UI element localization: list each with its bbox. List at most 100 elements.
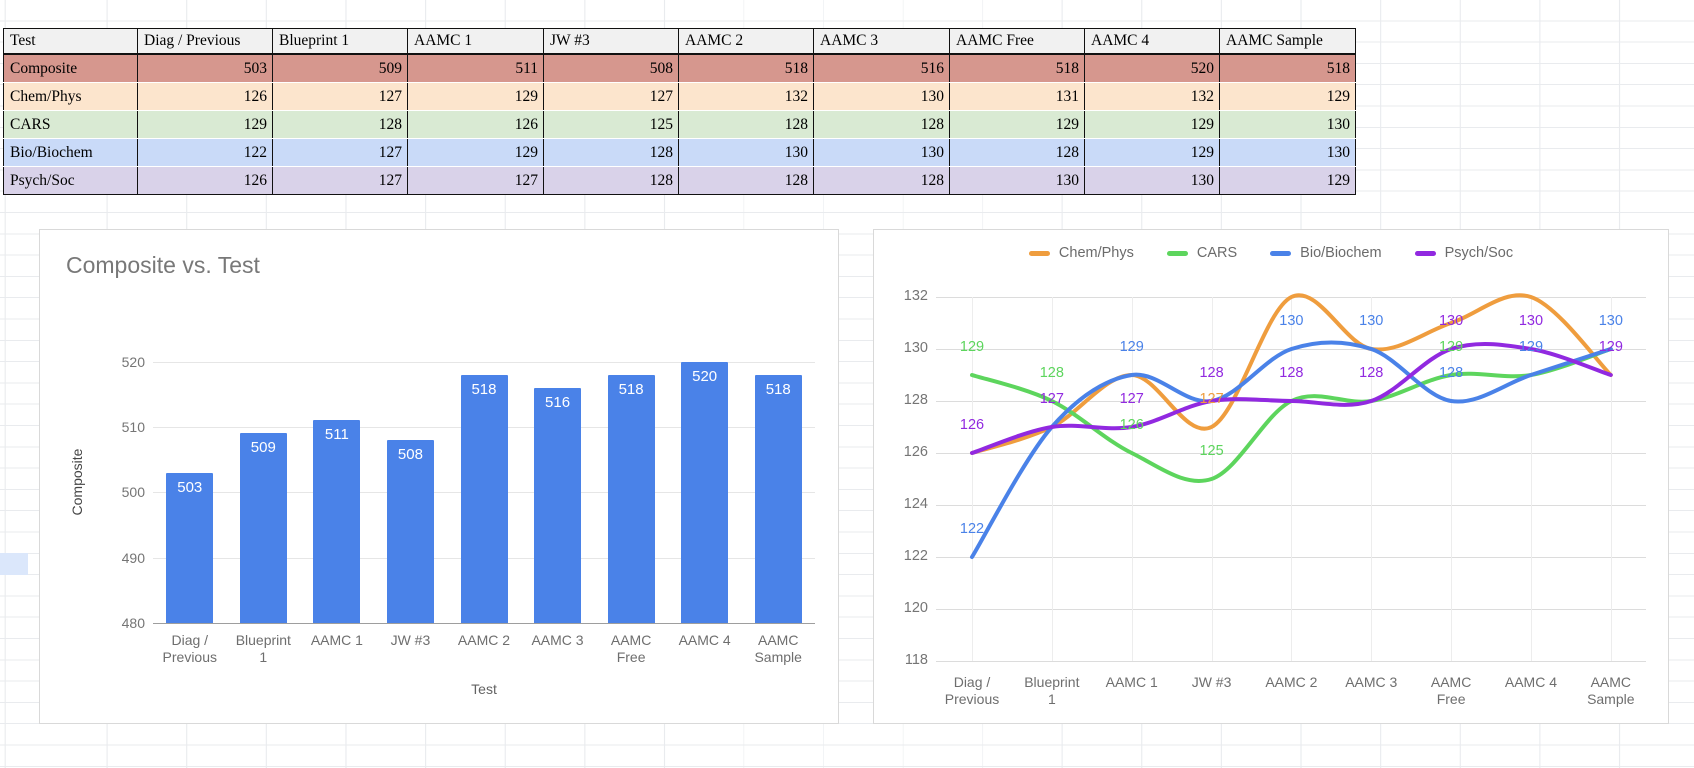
score-cell[interactable]: 518 (949, 54, 1085, 83)
score-cell[interactable]: 508 (543, 54, 679, 83)
point-value-label: 128 (1279, 365, 1304, 381)
score-cell[interactable]: 129 (407, 138, 544, 167)
point-value-label: 128 (1438, 365, 1464, 381)
point-value-label: 129 (1598, 339, 1623, 355)
table-row: CARS 129 128 126 125 128 128 129 129 130 (3, 110, 1356, 139)
bar-y-tick: 510 (121, 418, 145, 435)
score-cell[interactable]: 128 (543, 138, 679, 167)
line-category-gridline (1451, 297, 1453, 661)
score-cell[interactable]: 130 (1084, 166, 1220, 195)
score-cell[interactable]: 127 (272, 166, 408, 195)
score-cell[interactable]: 130 (813, 138, 950, 167)
line-x-category-label: JW #3 (1191, 674, 1232, 690)
score-cell[interactable]: 511 (407, 54, 544, 83)
column-header-aamc-2[interactable]: AAMC 2 (678, 28, 814, 55)
score-cell[interactable]: 128 (678, 166, 814, 195)
score-cell[interactable]: 126 (137, 82, 273, 111)
column-header-aamc-3[interactable]: AAMC 3 (813, 28, 950, 55)
point-value-label: 126 (1119, 417, 1144, 433)
score-cell[interactable]: 129 (1084, 110, 1220, 139)
score-cell[interactable]: 503 (137, 54, 273, 83)
column-header-aamc-sample[interactable]: AAMC Sample (1219, 28, 1356, 55)
legend-item-chem-phys: Chem/Phys (1028, 245, 1134, 261)
selected-cell-indicator[interactable] (0, 553, 28, 575)
row-label[interactable]: Composite (3, 54, 138, 83)
score-cell[interactable]: 520 (1084, 54, 1220, 83)
column-header-aamc-4[interactable]: AAMC 4 (1084, 28, 1220, 55)
column-header-test[interactable]: Test (3, 28, 138, 55)
score-cell[interactable]: 130 (678, 138, 814, 167)
score-cell[interactable]: 131 (949, 82, 1085, 111)
score-cell[interactable]: 129 (949, 110, 1085, 139)
line-x-category-label: Blueprint 1 (1024, 674, 1080, 707)
point-value-label: 130 (1359, 313, 1384, 329)
score-cell[interactable]: 509 (272, 54, 408, 83)
row-label[interactable]: CARS (3, 110, 138, 139)
bar-diag-previous (166, 472, 214, 623)
bar-x-category-label: AAMC 1 (310, 632, 363, 648)
table-row: Composite 503 509 511 508 518 516 518 520 518 (3, 54, 1356, 83)
bar-chart-card[interactable]: Composite vs. Test Composite Test 480 490… (39, 229, 839, 724)
bar-value-label: 511 (324, 426, 349, 444)
score-cell[interactable]: 130 (949, 166, 1085, 195)
line-category-gridline (1610, 297, 1612, 661)
line-chart-card[interactable]: Chem/Phys CARS Bio/Biochem Psych/Soc 118 120… (873, 229, 1669, 724)
bar-x-category-label: AAMC 3 (531, 632, 584, 648)
score-cell[interactable]: 129 (1084, 138, 1220, 167)
line-gridline (936, 609, 1646, 610)
point-value-label: 129 (1119, 339, 1144, 355)
bar-aamc-free (607, 374, 655, 623)
score-cell[interactable]: 516 (813, 54, 950, 83)
score-cell[interactable]: 128 (678, 110, 814, 139)
line-y-tick: 122 (903, 548, 928, 564)
line-y-tick: 118 (904, 652, 928, 668)
score-cell[interactable]: 126 (407, 110, 544, 139)
score-cell[interactable]: 127 (272, 82, 408, 111)
score-cell[interactable]: 130 (1219, 110, 1356, 139)
legend-label: CARS (1196, 245, 1238, 261)
score-cell[interactable]: 127 (272, 138, 408, 167)
point-value-label: 130 (1279, 313, 1304, 329)
bar-aamc-1 (313, 420, 361, 623)
score-cell[interactable]: 128 (813, 110, 950, 139)
row-label[interactable]: Psych/Soc (3, 166, 138, 195)
score-cell[interactable]: 125 (543, 110, 679, 139)
score-table[interactable]: Test Diag / Previous Blueprint 1 AAMC 1 JW #… (3, 28, 1356, 195)
score-cell[interactable]: 130 (813, 82, 950, 111)
score-cell[interactable]: 127 (407, 166, 544, 195)
score-cell[interactable]: 126 (137, 166, 273, 195)
bar-value-label: 508 (397, 446, 423, 464)
bar-x-category-label: AAMC 4 (678, 632, 731, 648)
score-cell[interactable]: 132 (1084, 82, 1220, 111)
legend-item-bio-biochem: Bio/Biochem (1270, 245, 1382, 261)
score-cell[interactable]: 122 (137, 138, 273, 167)
bar-y-tick: 520 (121, 353, 145, 370)
score-cell[interactable]: 129 (407, 82, 544, 111)
score-cell[interactable]: 130 (1219, 138, 1356, 167)
score-cell[interactable]: 128 (543, 166, 679, 195)
score-cell[interactable]: 129 (1219, 82, 1356, 111)
row-label[interactable]: Chem/Phys (3, 82, 138, 111)
score-cell[interactable]: 128 (272, 110, 408, 139)
table-row: Psych/Soc 126 127 127 128 128 128 130 130 129 (3, 166, 1356, 195)
point-value-label: 129 (1518, 339, 1544, 355)
column-header-jw-3[interactable]: JW #3 (543, 28, 679, 55)
score-cell[interactable]: 132 (678, 82, 814, 111)
score-cell[interactable]: 129 (137, 110, 273, 139)
column-header-aamc-1[interactable]: AAMC 1 (407, 28, 544, 55)
row-label[interactable]: Bio/Biochem (3, 138, 138, 167)
score-cell[interactable]: 127 (543, 82, 679, 111)
column-header-blueprint-1[interactable]: Blueprint 1 (272, 28, 408, 55)
series-line-chem-phys (970, 293, 1613, 455)
column-header-aamc-free[interactable]: AAMC Free (949, 28, 1085, 55)
score-cell[interactable]: 129 (1219, 166, 1356, 195)
column-header-diag-previous[interactable]: Diag / Previous (137, 28, 273, 55)
score-cell[interactable]: 518 (1219, 54, 1356, 83)
table-header-row: Test Diag / Previous Blueprint 1 AAMC 1 JW #… (3, 28, 1356, 55)
score-cell[interactable]: 128 (813, 166, 950, 195)
line-y-tick: 128 (903, 392, 928, 408)
score-cell[interactable]: 128 (949, 138, 1085, 167)
score-cell[interactable]: 518 (678, 54, 814, 83)
bar-x-category-label: AAMC Sample (754, 632, 802, 665)
bar-aamc-4 (681, 361, 729, 623)
